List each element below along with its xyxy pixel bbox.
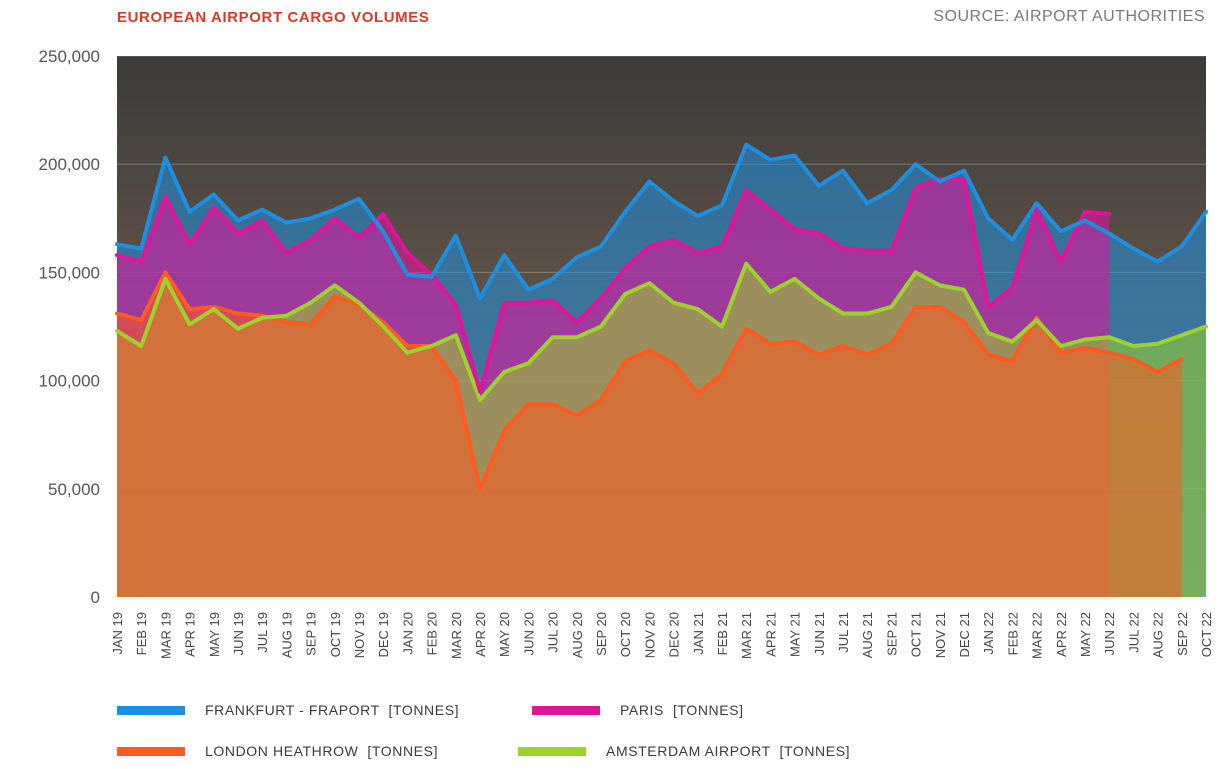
x-tick-label: FEB 22 [1005,612,1020,655]
x-tick-label: JAN 21 [691,612,706,655]
x-tick-label: OCT 20 [618,612,633,657]
legend-label-paris: PARIS [TONNES] [620,702,744,718]
x-tick-label: APR 22 [1054,612,1069,657]
chart-title: EUROPEAN AIRPORT CARGO VOLUMES [117,9,430,26]
legend-item-frankfurt[interactable]: FRANKFURT - FRAPORT [TONNES] [117,702,459,718]
x-tick-label: JAN 22 [981,612,996,655]
legend-label-frankfurt: FRANKFURT - FRAPORT [TONNES] [205,702,460,718]
x-tick-label: APR 21 [763,612,778,657]
x-tick-label: AUG 20 [570,612,585,658]
x-tick-label: MAY 19 [207,612,222,657]
line-heathrow [115,270,1184,491]
line-amsterdam [115,261,1208,403]
line-frankfurt [115,142,1208,301]
x-tick-label: MAR 22 [1030,612,1045,659]
x-tick-label: NOV 21 [933,612,948,658]
x-tick-label: MAY 22 [1078,612,1093,657]
x-tick-label: DEC 20 [667,612,682,658]
x-tick-label: NOV 19 [352,612,367,658]
y-tick-label: 250,000 [39,47,100,66]
x-tick-label: SEP 19 [304,612,319,656]
x-tick-label: DEC 21 [957,612,972,658]
legend-swatch-heathrow [117,746,185,756]
y-tick-label: 150,000 [39,263,100,282]
x-tick-label: JUL 21 [836,612,851,653]
legend-item-heathrow[interactable]: LONDON HEATHROW [TONNES] [117,743,438,759]
x-tick-label: OCT 19 [328,612,343,657]
x-tick-label: MAR 21 [739,612,754,659]
x-tick-label: JUL 20 [546,612,561,653]
x-tick-label: APR 19 [183,612,198,657]
x-tick-label: FEB 20 [425,612,440,655]
x-tick-label: MAY 21 [788,612,803,657]
x-tick-label: FEB 21 [715,612,730,655]
x-tick-label: APR 20 [473,612,488,657]
x-tick-label: JUN 21 [812,612,827,655]
legend-item-paris[interactable]: PARIS [TONNES] [532,702,744,718]
legend-swatch-amsterdam [518,746,586,756]
area-heathrow [117,272,1182,597]
legend-swatch-paris [532,705,600,715]
legend-label-amsterdam: AMSTERDAM AIRPORT [TONNES] [606,743,851,759]
x-tick-label: AUG 21 [860,612,875,658]
x-tick-label: AUG 19 [279,612,294,658]
x-tick-label: MAR 19 [158,612,173,659]
x-tick-label: JUN 20 [521,612,536,655]
y-tick-label: 0 [91,588,100,607]
area-chart: 0 50,000 100,000 150,000 200,000 250,000 JAN … [39,47,1214,659]
source-note: SOURCE: AIRPORT AUTHORITIES [933,8,1205,25]
y-tick-label: 50,000 [48,480,100,499]
x-tick-label: SEP 20 [594,612,609,656]
x-tick-label: JUN 19 [231,612,246,655]
y-tick-label: 200,000 [39,155,100,174]
x-tick-label: MAY 20 [497,612,512,657]
series-lines [115,142,1208,491]
x-tick-label: OCT 22 [1199,612,1214,657]
series-areas [117,144,1206,598]
x-tick-label: JUL 19 [255,612,270,653]
x-tick-label: DEC 19 [376,612,391,658]
legend-swatch-frankfurt [117,705,185,715]
y-axis-ticks: 0 50,000 100,000 150,000 200,000 250,000 [39,47,100,607]
legend-label-heathrow: LONDON HEATHROW [TONNES] [205,743,439,759]
legend: FRANKFURT - FRAPORT [TONNES] PARIS [TONN… [0,690,1219,769]
x-tick-label: SEP 22 [1175,612,1190,656]
x-tick-label: JAN 20 [400,612,415,655]
x-tick-label: MAR 20 [449,612,464,659]
x-tick-label: SEP 21 [884,612,899,656]
y-tick-label: 100,000 [39,372,100,391]
x-tick-label: OCT 21 [909,612,924,657]
x-tick-label: FEB 19 [134,612,149,655]
x-tick-label: NOV 20 [642,612,657,658]
x-tick-label: JUL 22 [1126,612,1141,653]
x-axis-ticks: JAN 19 FEB 19 MAR 19 APR 19 MAY 19 JUN 19 JUL … [110,612,1214,659]
x-tick-label: JAN 19 [110,612,125,655]
legend-item-amsterdam[interactable]: AMSTERDAM AIRPORT [TONNES] [518,743,850,759]
x-tick-label: AUG 22 [1151,612,1166,658]
x-tick-label: JUN 22 [1102,612,1117,655]
